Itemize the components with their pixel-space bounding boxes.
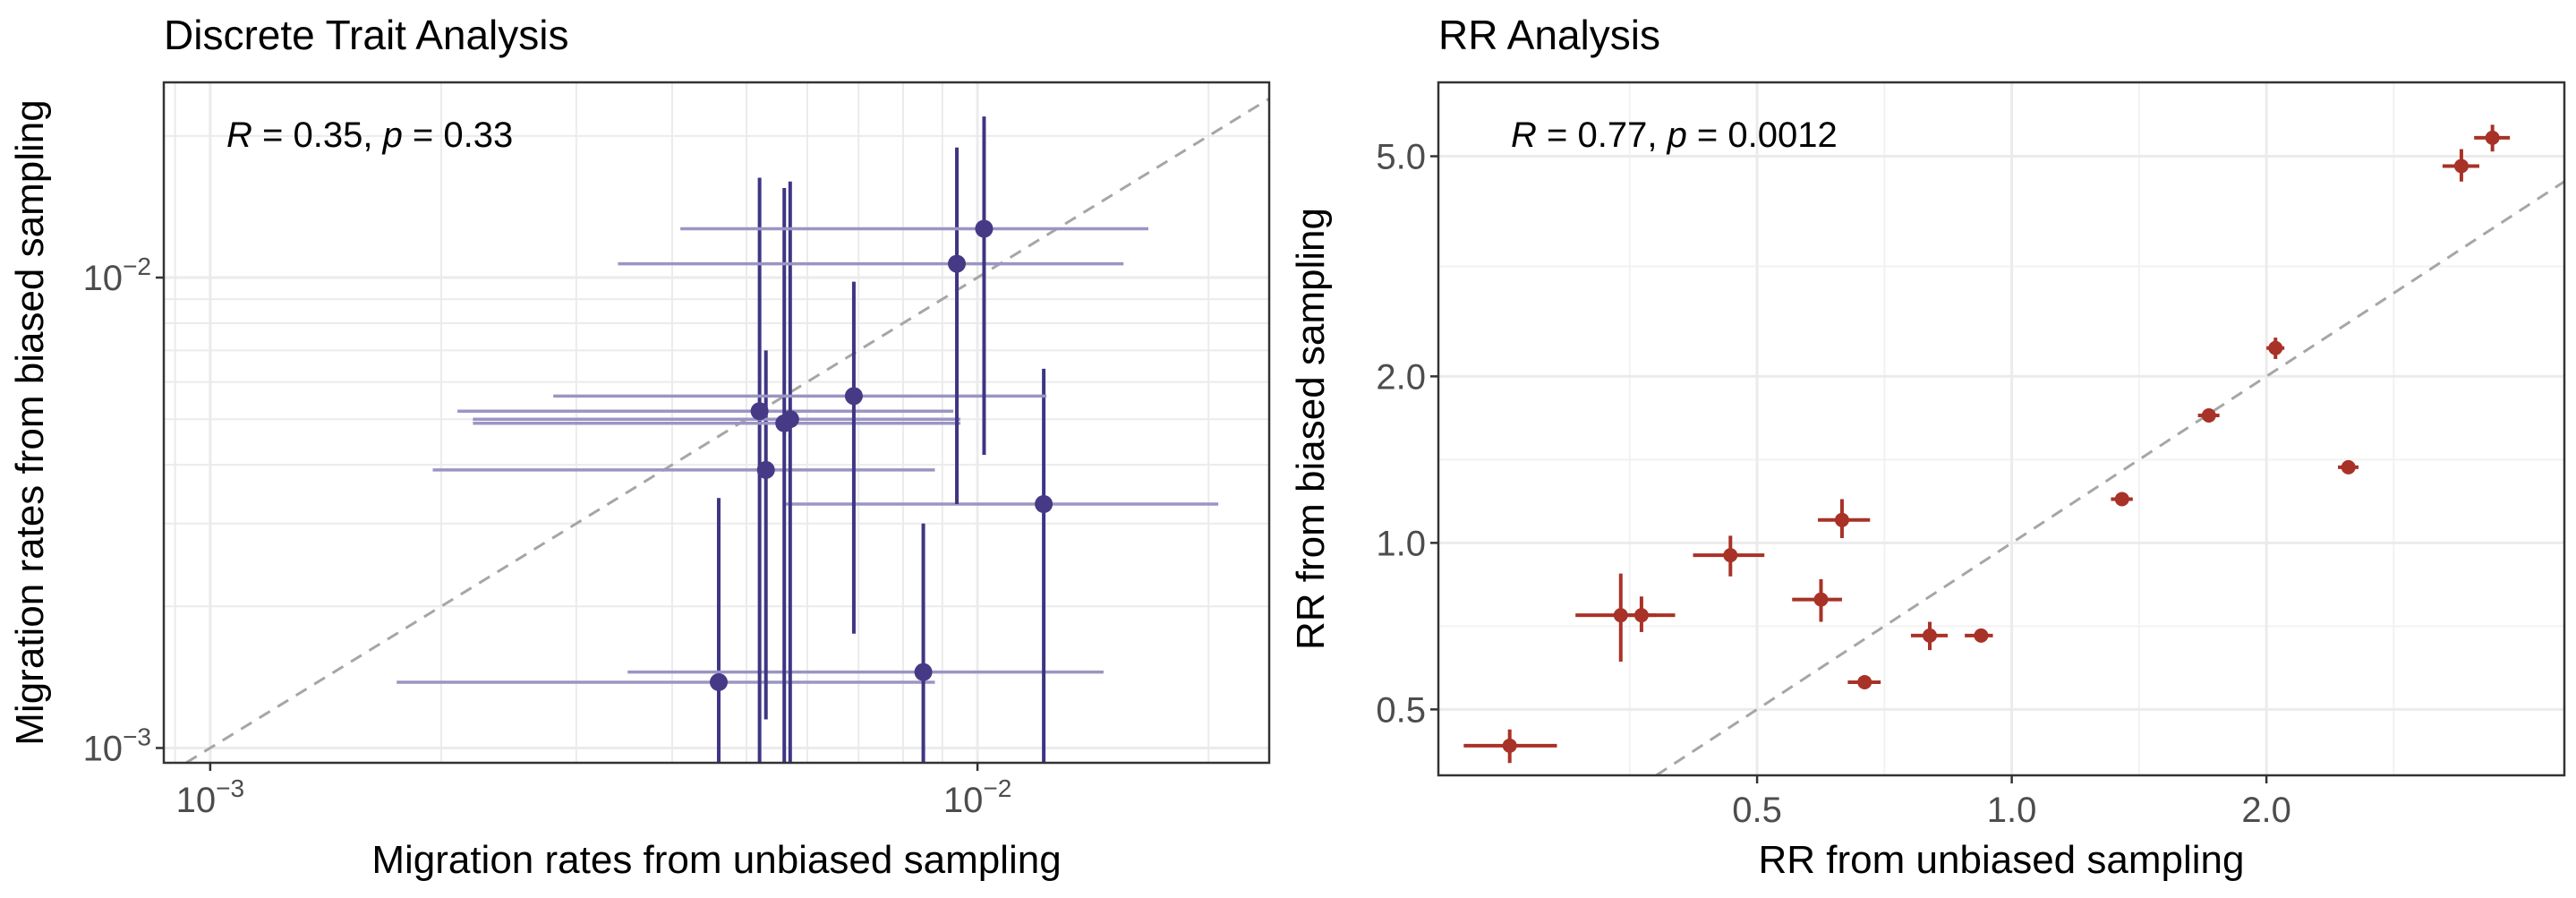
rr-correlation-annotation: R = 0.77, p = 0.0012	[1511, 115, 1838, 155]
rr-data-point-group	[2338, 459, 2359, 475]
rr-panel-border	[1437, 81, 2566, 777]
rr-data-point	[2201, 407, 2216, 423]
dta-data-point-group	[627, 523, 1104, 763]
rr-data-point	[2485, 130, 2500, 145]
rr-identity-line	[1655, 180, 2565, 777]
rr-data-point	[1633, 608, 1649, 623]
rr-data-point-group	[1615, 596, 1676, 632]
dta-data-point-group	[553, 281, 1047, 634]
rr-gridlines	[1438, 82, 2564, 775]
rr-y-tick-label: 0.5	[1376, 690, 1426, 730]
rr-data-point-group	[1847, 674, 1881, 689]
dta-data-point	[914, 663, 933, 681]
rr-data-point	[1974, 628, 1989, 643]
dta-data-point	[844, 387, 863, 406]
rr-x-tick-label: 2.0	[2241, 791, 2291, 830]
rr-x-tick-label: 1.0	[1987, 791, 2037, 830]
dta-data-point	[1035, 495, 1053, 514]
rr-data-point-group	[2197, 407, 2220, 423]
dta-x-axis-title: Migration rates from unbiased sampling	[371, 838, 1061, 882]
dta-data-point	[975, 219, 994, 238]
rr-data-point	[1834, 512, 1849, 527]
rr-panel: RR Analysis 0.5 1.0 2.0 0.5 1.0 2.0 5.0 RR from…	[1288, 0, 2576, 898]
rr-y-axis-title: RR from biased sampling	[1289, 208, 1333, 650]
rr-data-point	[1857, 674, 1872, 689]
rr-y-tick-label: 5.0	[1376, 138, 1426, 177]
rr-data-point	[2268, 340, 2283, 355]
dta-data-point	[780, 410, 799, 429]
dta-data-point-group	[680, 116, 1148, 455]
rr-data-point-group	[1463, 729, 1557, 764]
dta-panel-border	[162, 81, 1271, 765]
rr-data-point-group	[2474, 124, 2511, 152]
dta-x-tick-label: 10−3	[176, 774, 244, 820]
rr-plot: 0.5 1.0 2.0 0.5 1.0 2.0 5.0 RR from unbiased sa…	[1289, 81, 2566, 882]
rr-y-tick-label: 2.0	[1376, 357, 1426, 397]
dta-correlation-annotation: R = 0.35, p = 0.33	[226, 115, 513, 155]
dta-data-point-group	[473, 181, 960, 763]
dta-data-point-group	[618, 147, 1124, 505]
rr-data-point	[1502, 738, 1517, 753]
dta-data-point	[948, 254, 967, 273]
dta-data-point	[750, 402, 769, 421]
rr-data-point	[1813, 592, 1829, 607]
rr-data-point-group	[1693, 535, 1765, 577]
rr-data-point-group	[1818, 499, 1871, 539]
dta-data-point-group	[784, 368, 1219, 763]
rr-data-point	[1923, 628, 1938, 643]
dta-y-tick-label: 10−2	[83, 252, 151, 298]
dta-y-tick-label: 10−3	[83, 723, 151, 768]
rr-data-point	[1723, 548, 1738, 563]
rr-y-tick-label: 1.0	[1376, 524, 1426, 563]
rr-data-point-group	[1965, 628, 1993, 643]
rr-title: RR Analysis	[1438, 12, 1660, 58]
dta-panel: Discrete Trait Analysis 10−3 10−2 10−3 10−2…	[8, 12, 1271, 882]
rr-data-point	[2341, 459, 2356, 475]
rr-x-tick-label: 0.5	[1732, 791, 1782, 830]
rr-data-point-group	[2442, 149, 2479, 182]
rr-x-axis-title: RR from unbiased sampling	[1759, 838, 2245, 882]
rr-data-point-group	[2111, 492, 2133, 507]
rr-data-point	[2453, 158, 2469, 174]
dta-x-tick-label: 10−2	[943, 774, 1011, 820]
dta-data-point	[709, 672, 728, 691]
dta-data-point-group	[397, 498, 935, 763]
dta-y-axis-title: Migration rates from biased sampling	[8, 99, 52, 745]
dta-plot: 10−3 10−2 10−3 10−2 Migration rates from unb…	[8, 81, 1271, 882]
rr-data-point-group	[1910, 621, 1949, 651]
dta-data-point	[756, 460, 775, 479]
rr-data-point-group	[1792, 578, 1842, 622]
rr-plot-background	[1438, 82, 2564, 775]
rr-data-point-group	[2266, 338, 2285, 359]
rr-data-point	[2114, 492, 2129, 507]
dta-data-point-group	[473, 188, 960, 763]
dta-title: Discrete Trait Analysis	[164, 12, 569, 58]
dta-identity-line	[185, 97, 1270, 765]
